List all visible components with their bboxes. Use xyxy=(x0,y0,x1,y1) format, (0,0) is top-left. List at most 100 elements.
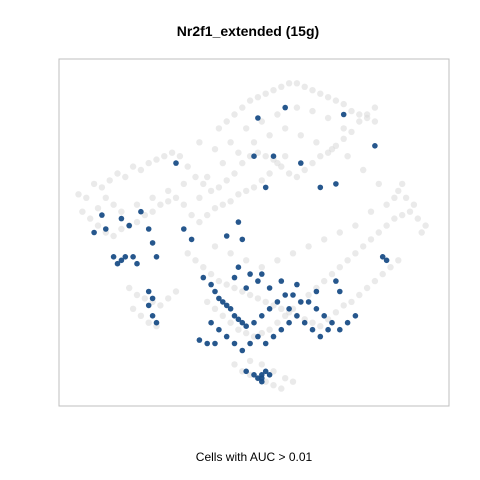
highlighted-cell-point-14 xyxy=(126,222,132,229)
background-cell-point-72 xyxy=(262,90,269,97)
highlighted-cell-point-61 xyxy=(290,292,296,298)
highlighted-cell-point-59 xyxy=(274,299,281,305)
background-cell-point-38 xyxy=(371,104,379,111)
background-cell-point-83 xyxy=(348,107,355,115)
highlighted-cell-point-34 xyxy=(231,274,238,281)
background-cell-point-192 xyxy=(235,149,242,156)
background-cell-point-209 xyxy=(305,243,312,250)
background-cell-point-128 xyxy=(227,319,234,326)
background-cell-point-29 xyxy=(301,166,308,174)
highlighted-cell-point-73 xyxy=(239,347,246,354)
background-cell-point-213 xyxy=(243,257,250,264)
background-cell-point-215 xyxy=(211,243,219,250)
background-cell-point-91 xyxy=(274,111,281,118)
background-cell-point-182 xyxy=(102,194,110,201)
background-cell-point-49 xyxy=(157,201,164,208)
background-cell-point-55 xyxy=(204,211,211,219)
highlighted-cell-point-1 xyxy=(282,104,289,111)
background-cell-point-81 xyxy=(332,97,340,104)
background-cell-point-179 xyxy=(282,375,289,382)
highlighted-cell-point-102 xyxy=(383,257,390,264)
background-cell-point-79 xyxy=(317,90,324,97)
highlighted-cell-point-35 xyxy=(243,285,249,291)
background-cell-point-106 xyxy=(254,295,262,302)
highlighted-cell-point-94 xyxy=(251,372,257,378)
background-cell-point-9 xyxy=(145,159,152,167)
background-cell-point-80 xyxy=(324,94,332,101)
background-cell-point-164 xyxy=(172,288,180,295)
background-cell-point-125 xyxy=(204,298,211,306)
background-cell-point-30 xyxy=(309,159,316,167)
highlighted-cell-point-70 xyxy=(216,326,222,333)
chart-title: Nr2f1_extended (15g) xyxy=(177,23,319,39)
highlighted-cell-point-60 xyxy=(282,292,289,298)
background-cell-point-3 xyxy=(98,184,106,191)
highlighted-cell-point-30 xyxy=(239,236,246,243)
background-cell-point-59 xyxy=(235,191,242,198)
x-axis-label: Cells with AUC > 0.01 xyxy=(196,450,313,464)
background-cell-point-155 xyxy=(410,201,418,208)
background-cell-point-5 xyxy=(114,170,121,177)
background-cell-point-1 xyxy=(83,194,90,201)
highlighted-cell-point-25 xyxy=(153,253,160,260)
highlighted-cell-point-92 xyxy=(212,340,218,347)
highlighted-cell-point-88 xyxy=(149,313,156,319)
background-cell-point-177 xyxy=(258,361,265,368)
highlighted-cell-point-90 xyxy=(196,337,203,343)
background-cell-point-181 xyxy=(94,205,102,212)
highlighted-cell-point-45 xyxy=(200,274,207,281)
background-cell-point-31 xyxy=(317,153,324,160)
background-cell-point-71 xyxy=(254,94,262,101)
background-cell-point-142 xyxy=(336,264,343,271)
background-cell-point-109 xyxy=(278,305,285,312)
background-cell-point-165 xyxy=(129,305,137,312)
background-cell-point-84 xyxy=(356,111,363,118)
background-cell-point-57 xyxy=(219,201,226,208)
highlighted-cell-point-31 xyxy=(235,264,242,271)
highlighted-cell-point-82 xyxy=(309,326,316,333)
background-cell-point-88 xyxy=(309,107,316,115)
background-cell-point-188 xyxy=(180,180,187,188)
background-cell-point-119 xyxy=(356,291,363,299)
highlighted-cell-point-9 xyxy=(333,181,339,187)
background-cell-point-116 xyxy=(332,309,340,316)
background-cell-point-115 xyxy=(324,316,332,323)
background-cell-point-58 xyxy=(227,198,234,205)
highlighted-cell-point-43 xyxy=(298,299,304,305)
background-cell-point-167 xyxy=(145,319,152,326)
highlighted-cell-point-65 xyxy=(329,319,335,326)
background-cell-point-4 xyxy=(106,177,113,184)
background-cell-point-118 xyxy=(348,298,355,306)
background-cell-point-208 xyxy=(321,236,328,243)
background-cell-point-104 xyxy=(239,288,246,295)
highlighted-cell-point-50 xyxy=(223,302,230,309)
background-cell-point-85 xyxy=(363,114,371,122)
background-cell-point-135 xyxy=(282,312,289,319)
highlighted-cell-point-17 xyxy=(91,229,97,236)
highlighted-cell-point-67 xyxy=(344,319,351,326)
highlighted-cell-point-4 xyxy=(251,153,257,159)
background-cell-point-144 xyxy=(352,250,359,257)
background-cell-point-122 xyxy=(379,270,386,278)
background-cell-point-101 xyxy=(215,277,223,285)
highlighted-cell-point-18 xyxy=(110,253,117,260)
highlighted-cell-point-86 xyxy=(149,295,156,302)
highlighted-cell-point-5 xyxy=(270,153,277,159)
background-cell-point-16 xyxy=(200,180,207,188)
background-cell-point-134 xyxy=(274,319,281,326)
background-cell-point-60 xyxy=(243,187,250,195)
background-cell-point-124 xyxy=(395,257,402,264)
background-cell-point-96 xyxy=(196,139,203,146)
background-cell-point-92 xyxy=(258,118,265,125)
background-cell-point-206 xyxy=(352,222,359,229)
background-cell-points xyxy=(75,80,429,392)
background-cell-point-169 xyxy=(231,361,238,368)
background-cell-point-195 xyxy=(282,125,289,132)
background-cell-point-100 xyxy=(207,270,215,278)
highlighted-cell-point-27 xyxy=(188,236,195,243)
highlighted-cell-point-74 xyxy=(247,340,253,347)
background-cell-point-56 xyxy=(211,205,219,212)
background-cell-point-103 xyxy=(231,284,238,292)
background-cell-point-2 xyxy=(90,180,98,188)
background-cell-point-82 xyxy=(340,100,347,108)
